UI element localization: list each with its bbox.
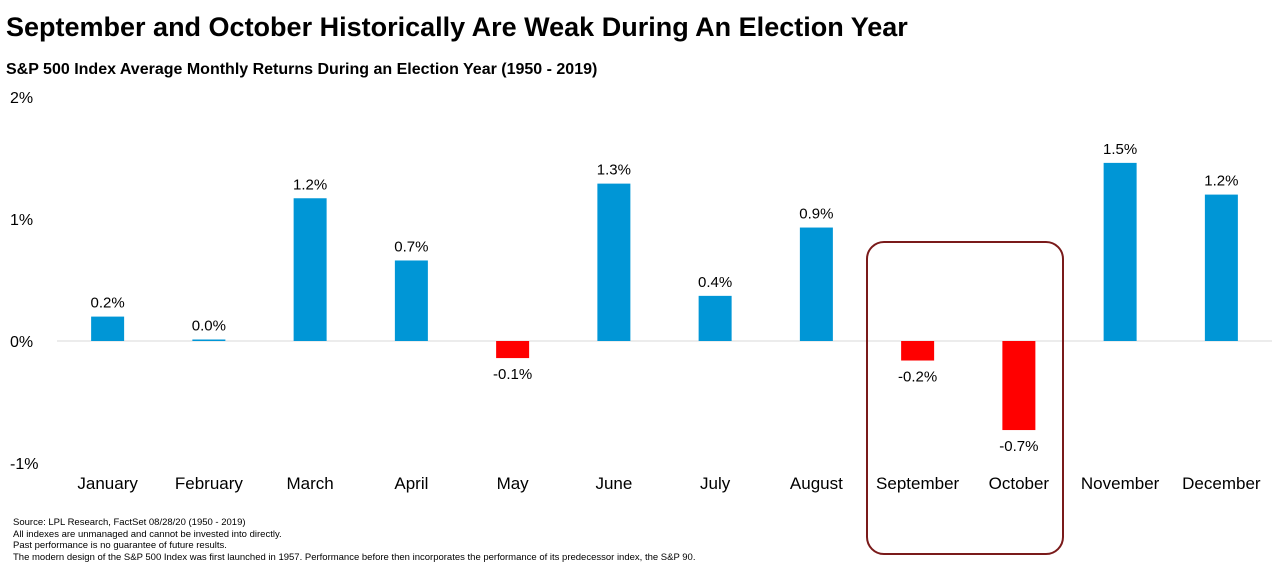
bar-september (901, 341, 935, 361)
x-tick-label-december: December (1182, 474, 1261, 493)
bar-february (192, 339, 226, 341)
x-tick-label-october: October (989, 474, 1050, 493)
data-label-june: 1.3% (597, 162, 631, 179)
x-tick-label-february: February (175, 474, 244, 493)
data-label-april: 0.7% (394, 238, 428, 255)
bar-july (698, 295, 732, 341)
x-tick-label-august: August (790, 474, 843, 493)
x-tick-label-july: July (700, 474, 731, 493)
x-tick-label-september: September (876, 474, 959, 493)
y-tick-label: -1% (10, 456, 38, 473)
footnote-design: The modern design of the S&P 500 Index w… (13, 551, 696, 563)
y-tick-label: 0% (10, 334, 33, 351)
september-october-highlight-box (866, 241, 1064, 555)
data-label-february: 0.0% (192, 318, 226, 335)
bar-august (799, 227, 833, 341)
bar-november (1103, 162, 1137, 341)
x-tick-label-april: April (394, 474, 428, 493)
x-tick-label-november: November (1081, 474, 1160, 493)
footnotes: Source: LPL Research, FactSet 08/28/20 (… (13, 517, 695, 563)
data-label-october: -0.7% (999, 438, 1038, 455)
bar-may (496, 341, 530, 359)
footnote-source: Source: LPL Research, FactSet 08/28/20 (… (13, 517, 246, 528)
bar-october (1002, 341, 1036, 431)
footnote-indexes: All indexes are unmanaged and cannot be … (13, 528, 282, 540)
x-tick-label-june: June (595, 474, 632, 493)
data-label-may: -0.1% (493, 366, 532, 383)
x-tick-label-january: January (77, 474, 138, 493)
y-tick-label: 2% (10, 90, 33, 107)
y-tick-label: 1% (10, 212, 33, 229)
chart-subtitle: S&P 500 Index Average Monthly Returns Du… (6, 61, 598, 78)
bar-march (293, 198, 327, 341)
bar-june (597, 183, 631, 341)
bar-december (1204, 194, 1238, 341)
data-label-january: 0.2% (91, 295, 125, 312)
data-label-july: 0.4% (698, 274, 732, 291)
data-label-march: 1.2% (293, 176, 327, 193)
data-label-november: 1.5% (1103, 141, 1137, 158)
x-tick-label-may: May (497, 474, 530, 493)
chart-title: September and October Historically Are W… (6, 12, 908, 42)
footnote-past-performance: Past performance is no guarantee of futu… (13, 540, 227, 551)
x-tick-label-march: March (287, 474, 334, 493)
data-label-september: -0.2% (898, 369, 937, 386)
bar-january (91, 316, 125, 341)
data-label-december: 1.2% (1204, 173, 1238, 190)
data-label-august: 0.9% (799, 206, 833, 223)
bar-april (394, 260, 428, 341)
